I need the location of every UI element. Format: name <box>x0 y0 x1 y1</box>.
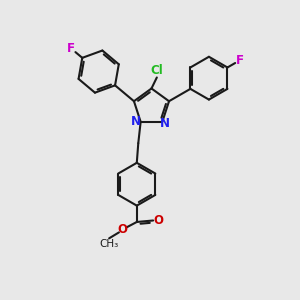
Text: F: F <box>67 42 75 55</box>
Text: O: O <box>154 214 164 227</box>
Text: CH₃: CH₃ <box>100 239 119 249</box>
Text: F: F <box>236 54 244 67</box>
Text: N: N <box>131 115 141 128</box>
Text: N: N <box>160 117 170 130</box>
Text: O: O <box>117 223 127 236</box>
Text: Cl: Cl <box>151 64 163 76</box>
